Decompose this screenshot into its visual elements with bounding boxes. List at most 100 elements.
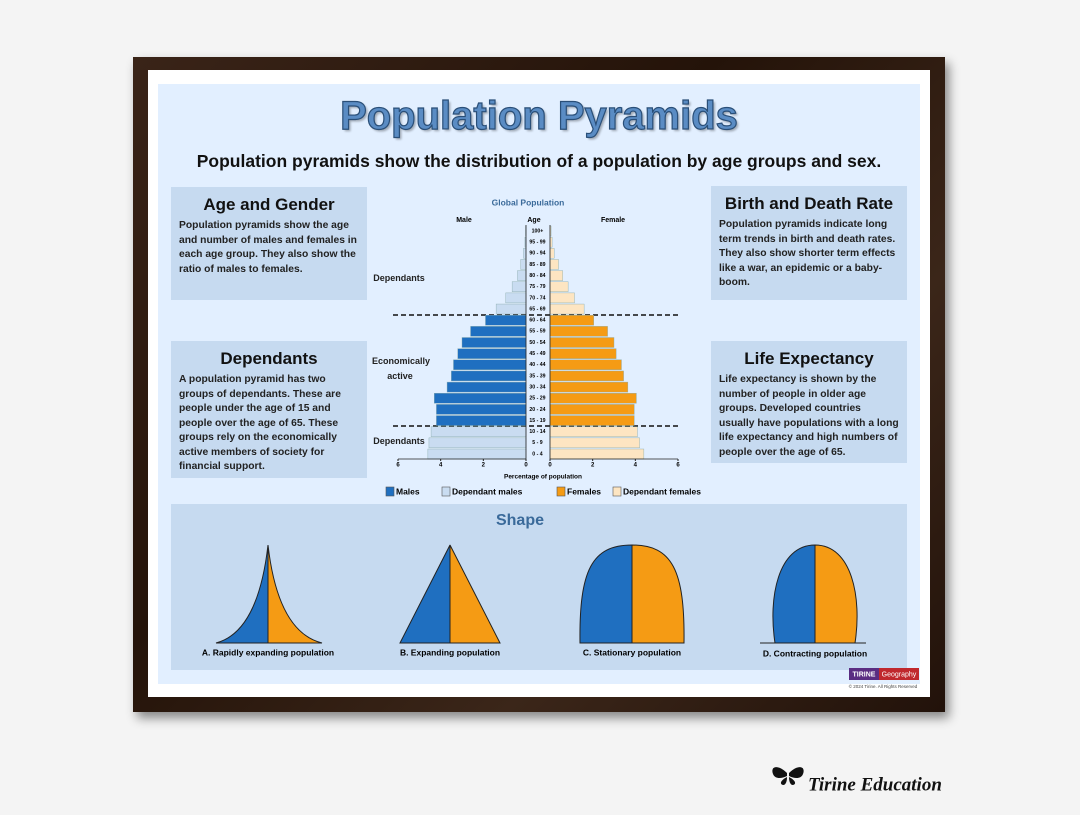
logo-text: Geography (882, 671, 917, 678)
age-label: 40 - 44 (529, 362, 545, 368)
shape-label: C. Stationary population (583, 647, 681, 657)
shape-label: B. Expanding population (400, 647, 500, 657)
x-tick-label: 0 (524, 463, 528, 469)
legend-label: Dependant females (623, 486, 701, 496)
panel-text: Population pyramids indicate long term t… (719, 219, 896, 288)
panel: Dependants A population pyramid has two … (171, 341, 367, 478)
bar (428, 437, 527, 449)
bar (549, 315, 594, 326)
side-label: Female (601, 217, 625, 224)
logo-box (879, 668, 919, 680)
shape-half (579, 544, 633, 644)
age-label: 10 - 14 (529, 429, 545, 435)
logo-box (849, 668, 879, 680)
age-label: 45 - 49 (529, 351, 545, 357)
shape-half (267, 544, 323, 644)
bar (505, 292, 527, 304)
x-tick-label: 4 (439, 463, 443, 469)
panel-heading: Life Expectancy (744, 349, 874, 368)
bar (549, 281, 569, 292)
panel: Age and Gender Population pyramids show … (171, 187, 367, 300)
age-label: 95 - 99 (529, 240, 545, 246)
bar (549, 437, 640, 449)
legend-label: Females (567, 486, 601, 496)
bar (549, 393, 637, 404)
shape-label: D. Contracting population (763, 648, 867, 658)
x-tick-label: 6 (396, 463, 400, 469)
shape-half (399, 544, 451, 644)
legend-label: Dependant males (452, 486, 523, 496)
panel: Life Expectancy Life expectancy is shown… (711, 341, 907, 463)
annotation: Economically active (372, 356, 431, 381)
age-label: 50 - 54 (529, 340, 545, 346)
x-tick-label: 2 (591, 463, 595, 469)
shape-half (215, 544, 269, 644)
bar (549, 448, 645, 460)
shape-half (631, 544, 685, 644)
bar (495, 303, 527, 315)
panel-text: A population pyramid has two groups of d… (179, 374, 341, 472)
bar (511, 281, 527, 292)
age-label: 75 - 79 (529, 284, 545, 290)
bar (485, 315, 527, 326)
age-label: 25 - 29 (529, 396, 545, 402)
side-label: Age (527, 217, 540, 224)
age-label: 80 - 84 (529, 273, 545, 279)
subtitle: Population pyramids show the distributio… (196, 151, 882, 171)
x-tick-label: 4 (634, 463, 638, 469)
age-label: 85 - 89 (529, 262, 545, 268)
shape-half (772, 544, 816, 644)
annotation: Dependants (373, 273, 425, 283)
legend-label: Males (396, 486, 420, 496)
bar (446, 381, 527, 393)
bar (470, 326, 527, 337)
legend-swatch (556, 486, 566, 497)
shape-half (449, 544, 501, 644)
age-label: 5 - 9 (532, 440, 542, 446)
butterfly-icon (772, 767, 804, 785)
legend-swatch (385, 486, 395, 497)
bar (549, 359, 622, 370)
shape-half (814, 544, 858, 644)
legend-swatch (612, 486, 622, 497)
shape-title: Shape (496, 512, 544, 529)
bar (549, 303, 585, 315)
panel-heading: Birth and Death Rate (724, 194, 894, 213)
bar (451, 370, 527, 382)
bar (457, 348, 527, 359)
annotation: Dependants (373, 436, 425, 446)
bar (549, 370, 624, 382)
age-label: 60 - 64 (529, 318, 545, 324)
bar (549, 348, 617, 359)
bar (430, 426, 527, 437)
age-label: 100+ (532, 228, 544, 234)
panel-heading: Dependants (220, 349, 318, 368)
bar (549, 337, 615, 348)
bar (549, 404, 635, 415)
age-label: 20 - 24 (529, 407, 545, 413)
logo-text: TIRINE (853, 671, 876, 678)
panel-text: Population pyramids show the age and num… (179, 220, 357, 275)
bar (427, 448, 527, 460)
age-label: 0 - 4 (532, 451, 542, 457)
bar (453, 359, 527, 370)
age-label: 15 - 19 (529, 418, 545, 424)
bar (549, 248, 555, 259)
legend-swatch (441, 486, 451, 497)
shape-label: A. Rapidly expanding population (202, 647, 334, 657)
bar (549, 270, 564, 281)
x-tick-label: 6 (676, 463, 680, 469)
x-tick-label: 0 (548, 463, 552, 469)
x-tick-label: 2 (482, 463, 486, 469)
age-label: 70 - 74 (529, 295, 545, 301)
bar (520, 259, 527, 270)
age-label: 90 - 94 (529, 251, 545, 257)
age-label: 30 - 34 (529, 384, 545, 390)
chart-title: Global Population (492, 197, 565, 207)
bar (549, 292, 575, 304)
signature: Tirine Education (808, 774, 942, 795)
bar (549, 326, 608, 337)
shapes (215, 544, 866, 644)
